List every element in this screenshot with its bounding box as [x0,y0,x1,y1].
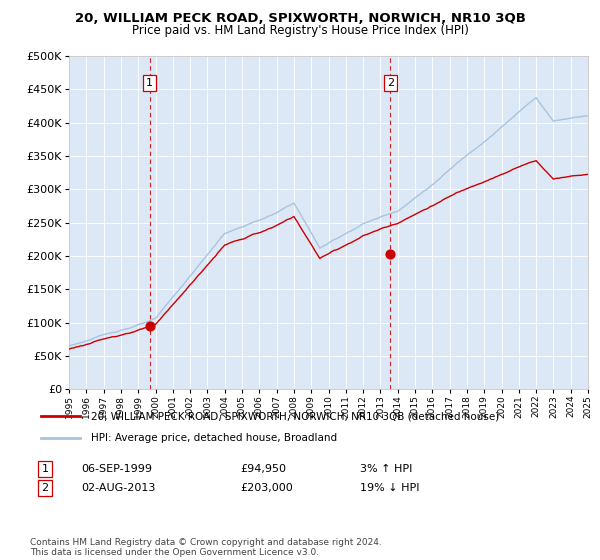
Text: Price paid vs. HM Land Registry's House Price Index (HPI): Price paid vs. HM Land Registry's House … [131,24,469,36]
Text: 2: 2 [387,78,394,88]
Text: 2: 2 [41,483,49,493]
Text: 1: 1 [146,78,153,88]
Text: 19% ↓ HPI: 19% ↓ HPI [360,483,419,493]
Text: £94,950: £94,950 [240,464,286,474]
Text: 1: 1 [41,464,49,474]
Text: 3% ↑ HPI: 3% ↑ HPI [360,464,412,474]
Text: 02-AUG-2013: 02-AUG-2013 [81,483,155,493]
Text: 20, WILLIAM PECK ROAD, SPIXWORTH, NORWICH, NR10 3QB: 20, WILLIAM PECK ROAD, SPIXWORTH, NORWIC… [74,12,526,25]
Point [145,321,155,330]
Text: £203,000: £203,000 [240,483,293,493]
Text: Contains HM Land Registry data © Crown copyright and database right 2024.
This d: Contains HM Land Registry data © Crown c… [30,538,382,557]
Text: 06-SEP-1999: 06-SEP-1999 [81,464,152,474]
Text: HPI: Average price, detached house, Broadland: HPI: Average price, detached house, Broa… [91,433,337,443]
Text: 20, WILLIAM PECK ROAD, SPIXWORTH, NORWICH, NR10 3QB (detached house): 20, WILLIAM PECK ROAD, SPIXWORTH, NORWIC… [91,411,499,421]
Point [386,249,395,258]
